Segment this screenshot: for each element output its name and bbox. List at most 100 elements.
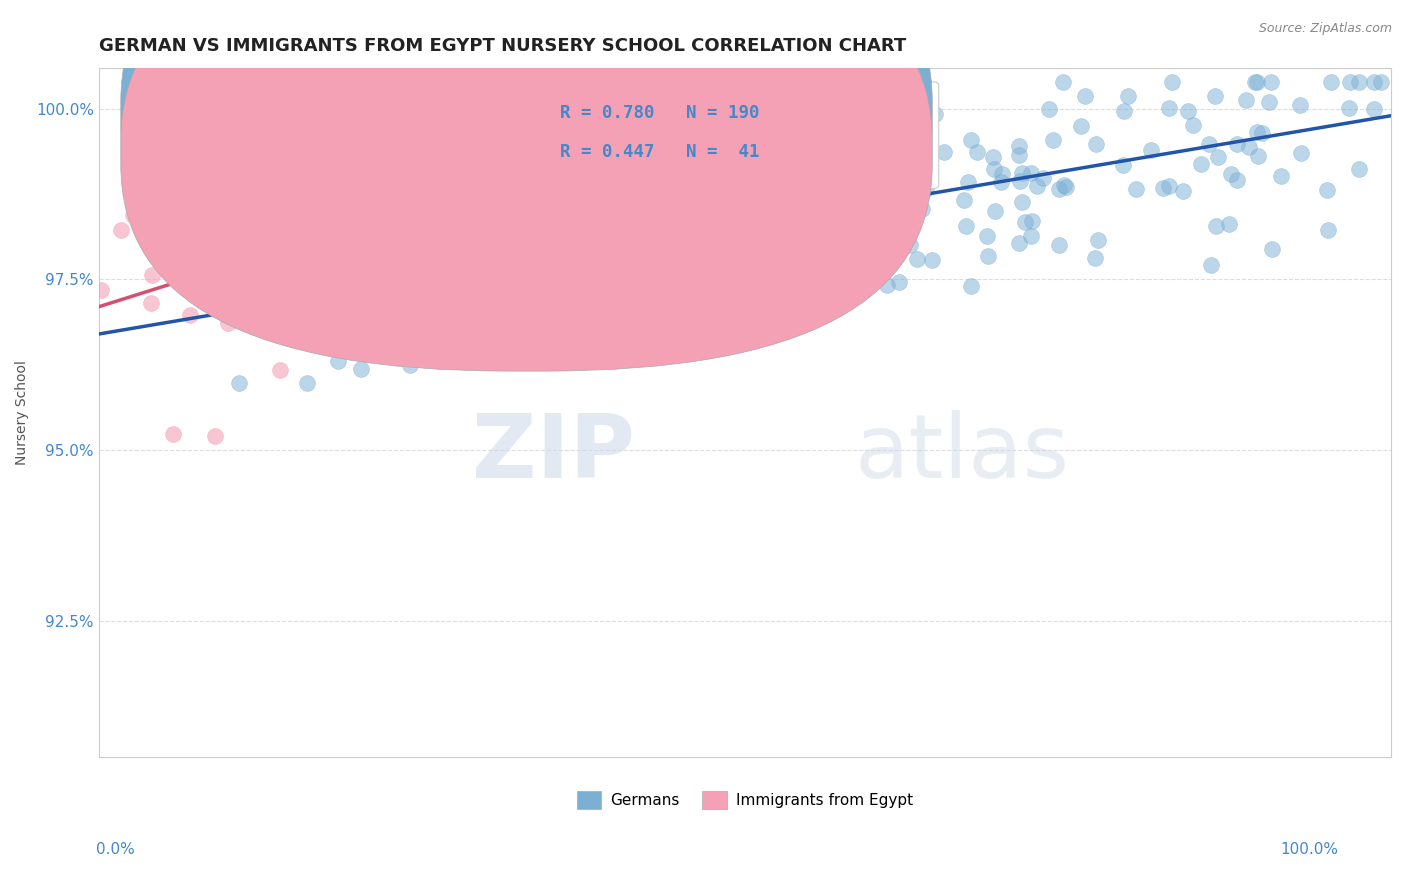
Point bbox=[797, 249, 820, 263]
Point bbox=[1257, 95, 1279, 109]
Point bbox=[1073, 88, 1095, 103]
Point bbox=[574, 189, 596, 203]
Point bbox=[659, 323, 682, 337]
Point bbox=[1316, 183, 1339, 197]
Point bbox=[1008, 174, 1031, 188]
Point bbox=[956, 175, 979, 189]
Point bbox=[681, 228, 703, 243]
Point bbox=[890, 78, 912, 93]
Point bbox=[1320, 74, 1343, 88]
Point bbox=[217, 317, 239, 331]
Point bbox=[648, 288, 671, 302]
Point bbox=[631, 180, 654, 194]
Point bbox=[1116, 89, 1139, 103]
Point bbox=[959, 133, 981, 147]
Point bbox=[955, 219, 977, 234]
Point bbox=[905, 151, 928, 165]
Point bbox=[354, 244, 377, 258]
Point bbox=[1247, 149, 1270, 163]
Point bbox=[245, 201, 267, 215]
Point bbox=[472, 238, 495, 252]
Point bbox=[1152, 181, 1174, 195]
Point bbox=[751, 254, 773, 268]
Point bbox=[983, 162, 1005, 177]
Point bbox=[141, 268, 163, 282]
Point bbox=[489, 337, 512, 351]
Point bbox=[246, 304, 269, 318]
Point bbox=[915, 136, 938, 151]
Point bbox=[395, 244, 418, 259]
Point bbox=[447, 230, 470, 244]
Point bbox=[225, 244, 247, 259]
Point bbox=[433, 161, 456, 176]
Point bbox=[1339, 74, 1361, 88]
Point bbox=[1014, 215, 1036, 229]
Point bbox=[1053, 178, 1076, 193]
Point bbox=[456, 282, 478, 296]
Point bbox=[1198, 137, 1220, 152]
Point bbox=[903, 197, 925, 211]
Point bbox=[773, 243, 796, 257]
Point bbox=[959, 279, 981, 293]
Point bbox=[1220, 167, 1243, 181]
Point bbox=[298, 175, 321, 189]
Point bbox=[1208, 150, 1230, 164]
Point bbox=[326, 354, 349, 368]
Point bbox=[681, 216, 703, 230]
Point bbox=[681, 186, 703, 200]
Legend: Germans, Immigrants from Egypt: Germans, Immigrants from Egypt bbox=[571, 785, 920, 814]
Point bbox=[139, 295, 162, 310]
Point bbox=[1047, 181, 1070, 195]
Point bbox=[339, 334, 361, 348]
Point bbox=[399, 358, 422, 372]
Point bbox=[1348, 162, 1371, 177]
Point bbox=[433, 218, 456, 232]
Point bbox=[796, 267, 818, 281]
Point bbox=[378, 168, 401, 182]
Point bbox=[966, 145, 988, 159]
Point bbox=[252, 227, 274, 242]
Point bbox=[882, 188, 904, 202]
Point bbox=[155, 160, 177, 174]
Point bbox=[457, 286, 479, 301]
Text: GERMAN VS IMMIGRANTS FROM EGYPT NURSERY SCHOOL CORRELATION CHART: GERMAN VS IMMIGRANTS FROM EGYPT NURSERY … bbox=[98, 37, 905, 55]
Point bbox=[1026, 178, 1049, 193]
Point bbox=[485, 277, 508, 291]
Point bbox=[924, 107, 946, 121]
Point bbox=[662, 277, 685, 292]
Point bbox=[290, 196, 312, 211]
FancyBboxPatch shape bbox=[121, 0, 932, 371]
Point bbox=[865, 227, 887, 242]
Point bbox=[458, 184, 481, 198]
Point bbox=[1246, 74, 1268, 88]
Point bbox=[758, 264, 780, 278]
Point bbox=[1260, 74, 1282, 88]
Point bbox=[204, 429, 226, 443]
Point bbox=[976, 229, 998, 244]
Point bbox=[914, 182, 936, 196]
Point bbox=[1205, 219, 1227, 233]
Point bbox=[1008, 235, 1031, 250]
Point bbox=[711, 196, 734, 211]
Point bbox=[905, 150, 928, 164]
Point bbox=[350, 362, 373, 376]
Text: 100.0%: 100.0% bbox=[1281, 842, 1339, 856]
Point bbox=[643, 208, 665, 222]
Point bbox=[426, 144, 449, 158]
Point bbox=[562, 138, 585, 153]
Point bbox=[1218, 217, 1240, 231]
Point bbox=[821, 237, 844, 252]
Point bbox=[1189, 157, 1212, 171]
Point bbox=[1337, 101, 1360, 115]
Point bbox=[538, 220, 561, 235]
Point bbox=[769, 238, 792, 252]
Point bbox=[984, 204, 1007, 219]
Point bbox=[772, 219, 794, 234]
Point bbox=[281, 310, 304, 324]
Point bbox=[1246, 125, 1268, 139]
Point bbox=[498, 239, 520, 253]
Point bbox=[269, 363, 291, 377]
Point bbox=[519, 291, 541, 305]
Point bbox=[1021, 166, 1043, 180]
Point bbox=[763, 281, 786, 295]
